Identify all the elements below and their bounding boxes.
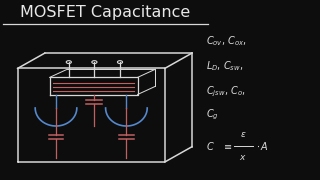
Text: $L_D$, $C_{sw}$,: $L_D$, $C_{sw}$, (206, 60, 244, 73)
Text: $C_{jsw}$, $C_o$,: $C_{jsw}$, $C_o$, (206, 85, 246, 99)
Text: $x$: $x$ (239, 153, 247, 162)
Text: MOSFET Capacitance: MOSFET Capacitance (20, 5, 191, 20)
Text: $C_g$: $C_g$ (206, 108, 219, 122)
Text: $\equiv$: $\equiv$ (222, 141, 233, 151)
Text: $\varepsilon$: $\varepsilon$ (240, 130, 246, 139)
Text: $C_{ov}$, $C_{ox}$,: $C_{ov}$, $C_{ox}$, (206, 35, 247, 48)
Text: $\cdot\, A$: $\cdot\, A$ (256, 140, 269, 152)
Text: $C$: $C$ (206, 140, 215, 152)
